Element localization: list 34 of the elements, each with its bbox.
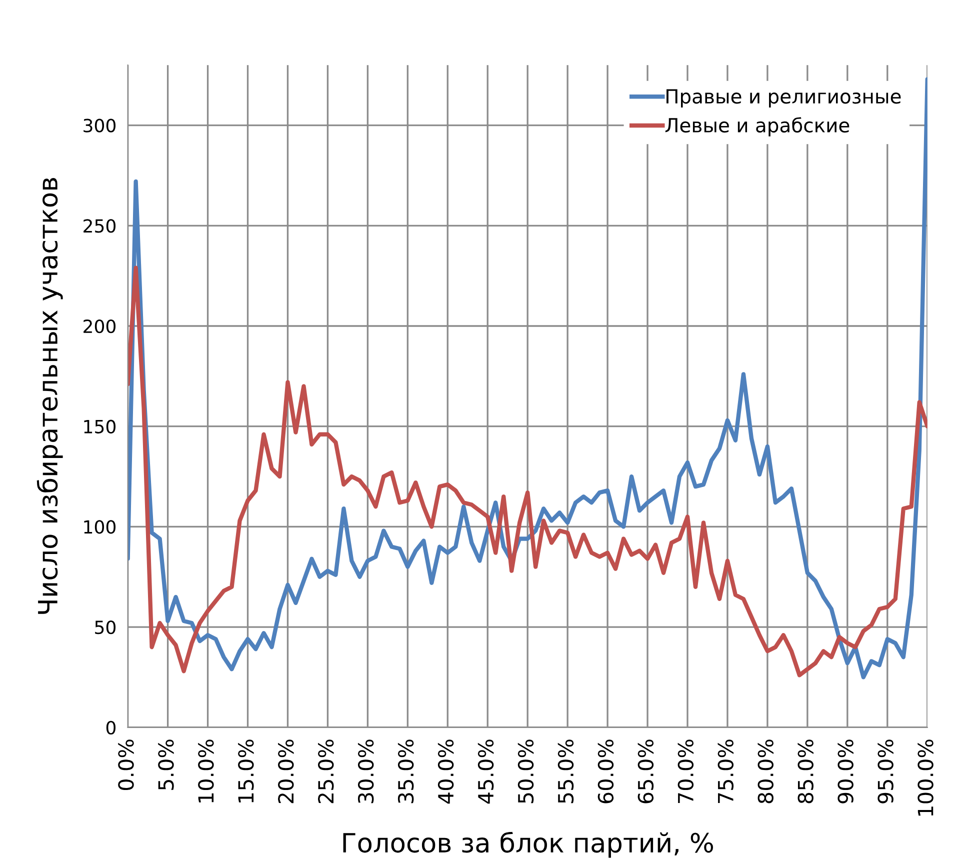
x-tick-label: 65.0% bbox=[638, 740, 654, 804]
x-tick-label: 50.0% bbox=[518, 740, 534, 804]
x-tick-label: 20.0% bbox=[278, 740, 294, 804]
x-tick-label: 75.0% bbox=[718, 740, 734, 803]
y-tick-label: 100 bbox=[84, 520, 116, 534]
x-tick-label: 90.0% bbox=[838, 740, 854, 804]
y-tick-label: 150 bbox=[84, 420, 116, 434]
x-tick-label: 30.0% bbox=[358, 740, 374, 804]
x-tick-label: 35.0% bbox=[398, 740, 414, 804]
x-tick-label: 95.0% bbox=[878, 740, 894, 804]
x-tick-label: 40.0% bbox=[438, 740, 454, 804]
legend-label: Правые и религиозные bbox=[666, 89, 901, 108]
y-tick-label: 200 bbox=[84, 319, 116, 334]
x-tick-label: 45.0% bbox=[478, 740, 494, 804]
y-tick-label: 0 bbox=[106, 720, 116, 734]
x-tick-label: 5.0% bbox=[158, 740, 174, 790]
legend-label: Левые и арабские bbox=[665, 117, 850, 136]
x-axis-title: Голосов за блок партий, % bbox=[343, 832, 714, 858]
x-tick-label: 0.0% bbox=[118, 740, 134, 790]
line-series bbox=[128, 77, 928, 680]
y-axis-title: Число избирательных участков bbox=[36, 178, 63, 614]
x-tick-label: 55.0% bbox=[558, 740, 574, 804]
x-tick-label: 70.0% bbox=[678, 740, 694, 803]
x-tick-label: 60.0% bbox=[598, 740, 614, 804]
x-tick-label: 15.0% bbox=[238, 740, 254, 802]
x-tick-label: 10.0% bbox=[198, 740, 214, 802]
line-series bbox=[128, 266, 928, 678]
x-tick-label: 85.0% bbox=[798, 740, 814, 804]
x-tick-label: 100.0% bbox=[918, 740, 934, 816]
x-tick-label: 25.0% bbox=[318, 740, 334, 804]
y-tick-label: 300 bbox=[84, 118, 116, 132]
x-tick-label: 80.0% bbox=[758, 740, 774, 804]
y-tick-label: 250 bbox=[84, 219, 116, 233]
y-tick-label: 50 bbox=[95, 620, 116, 634]
